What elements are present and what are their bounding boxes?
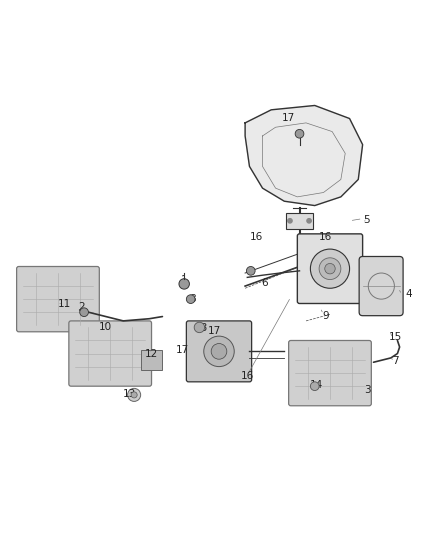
Text: 16: 16 bbox=[249, 232, 263, 243]
Circle shape bbox=[311, 382, 319, 391]
Circle shape bbox=[204, 336, 234, 367]
Polygon shape bbox=[245, 106, 363, 206]
Text: 7: 7 bbox=[392, 357, 399, 366]
Text: 9: 9 bbox=[322, 311, 329, 321]
Text: 11: 11 bbox=[58, 299, 71, 309]
Circle shape bbox=[211, 344, 227, 359]
Circle shape bbox=[179, 279, 189, 289]
Text: 3: 3 bbox=[364, 385, 370, 394]
FancyBboxPatch shape bbox=[297, 234, 363, 303]
FancyBboxPatch shape bbox=[69, 321, 152, 386]
Text: 16: 16 bbox=[240, 371, 254, 381]
Circle shape bbox=[311, 249, 350, 288]
Circle shape bbox=[295, 130, 304, 138]
Circle shape bbox=[80, 308, 88, 317]
Circle shape bbox=[127, 389, 141, 401]
Circle shape bbox=[131, 392, 137, 398]
Text: 16: 16 bbox=[319, 232, 332, 243]
Circle shape bbox=[247, 266, 255, 275]
Text: 2: 2 bbox=[78, 302, 85, 312]
Circle shape bbox=[288, 219, 292, 223]
Text: 10: 10 bbox=[99, 321, 113, 332]
Text: 13: 13 bbox=[123, 389, 136, 399]
Text: 8: 8 bbox=[190, 294, 196, 304]
Text: 17: 17 bbox=[175, 345, 189, 355]
Text: 14: 14 bbox=[310, 380, 324, 390]
Text: 4: 4 bbox=[405, 289, 412, 299]
Circle shape bbox=[319, 258, 341, 279]
Text: 5: 5 bbox=[364, 215, 370, 225]
Text: 18: 18 bbox=[195, 324, 208, 333]
Text: 17: 17 bbox=[282, 112, 295, 123]
Text: 12: 12 bbox=[145, 350, 158, 359]
FancyBboxPatch shape bbox=[289, 341, 371, 406]
FancyBboxPatch shape bbox=[359, 256, 403, 316]
FancyBboxPatch shape bbox=[141, 351, 162, 370]
Text: 1: 1 bbox=[181, 276, 187, 286]
FancyBboxPatch shape bbox=[186, 321, 252, 382]
Text: 15: 15 bbox=[389, 332, 402, 342]
Text: 17: 17 bbox=[208, 326, 221, 336]
Circle shape bbox=[307, 219, 311, 223]
Circle shape bbox=[325, 263, 335, 274]
Text: 6: 6 bbox=[261, 278, 268, 288]
FancyBboxPatch shape bbox=[17, 266, 99, 332]
Circle shape bbox=[194, 322, 205, 333]
Circle shape bbox=[186, 295, 195, 303]
FancyBboxPatch shape bbox=[286, 213, 313, 229]
